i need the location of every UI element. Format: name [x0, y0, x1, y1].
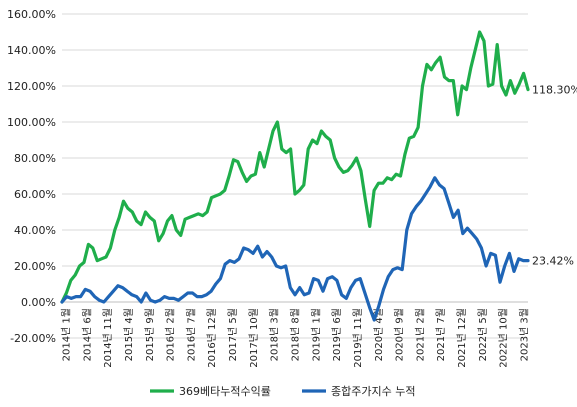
- x-tick-label: 2019년 6월: [331, 308, 343, 361]
- x-tick-label: 2020년 9월: [394, 308, 406, 361]
- legend: 369베타누적수익률 종합주가지수 누적: [150, 385, 415, 398]
- y-tick-label: 140.00%: [7, 44, 56, 57]
- y-tick-label: 60.00%: [14, 188, 56, 201]
- x-tick-label: 2016년 12월: [206, 308, 218, 368]
- y-tick-label: 0.00%: [21, 296, 56, 309]
- x-tick-label: 2017년 5월: [227, 308, 239, 361]
- series-lines: [60, 30, 530, 322]
- x-tick-label: 2019년 11월: [352, 308, 364, 368]
- legend-entry-2: 종합주가지수 누적: [331, 385, 415, 398]
- y-tick-label: 100.00%: [7, 116, 56, 129]
- x-tick-label: 2015년 9월: [144, 308, 156, 361]
- gridlines: [62, 13, 528, 339]
- y-axis: -20.00% 0.00% 20.00% 40.00% 60.00% 80.00% 100.…: [7, 8, 56, 345]
- x-tick-label: 2023년 3월: [519, 308, 531, 361]
- x-tick-label: 2017년 10월: [248, 308, 260, 368]
- x-tick-label: 2016년 7월: [185, 308, 197, 361]
- x-tick-label: 2018년 8월: [290, 308, 302, 361]
- y-tick-label: 80.00%: [14, 152, 56, 165]
- x-tick-label: 2014년 1월: [61, 308, 73, 361]
- x-tick-label: 2020년 4월: [373, 308, 385, 361]
- x-tick-label: 2019년 1월: [310, 308, 322, 361]
- x-axis: 2014년 1월 2014년 6월 2014년 11월 2015년 4월 2015년 9…: [61, 301, 531, 368]
- series-end-label: 23.42%: [532, 255, 574, 268]
- x-tick-label: 2021년 2월: [414, 308, 426, 361]
- y-tick-label: 160.00%: [7, 8, 56, 21]
- x-tick-label: 2014년 6월: [81, 308, 93, 361]
- end-labels: 118.30% 23.42%: [532, 84, 577, 268]
- x-tick-label: 2014년 11월: [102, 308, 114, 368]
- x-tick-label: 2016년 2월: [165, 308, 177, 361]
- series-line-1: [60, 30, 530, 304]
- y-tick-label: 20.00%: [14, 260, 56, 273]
- x-tick-label: 2015년 4월: [123, 308, 135, 361]
- series-line-2: [60, 176, 530, 322]
- series-end-label: 118.30%: [532, 84, 577, 97]
- x-tick-label: 2021년 7월: [435, 308, 447, 361]
- y-tick-label: 120.00%: [7, 80, 56, 93]
- x-tick-label: 2022년 5월: [477, 308, 489, 361]
- x-tick-label: 2018년 3월: [269, 308, 281, 361]
- x-tick-label: 2022년 10월: [498, 308, 510, 368]
- legend-entry-1: 369베타누적수익률: [179, 385, 271, 398]
- y-tick-label: 40.00%: [14, 224, 56, 237]
- x-tick-label: 2021년 12월: [456, 308, 468, 368]
- y-tick-label: -20.00%: [10, 332, 56, 345]
